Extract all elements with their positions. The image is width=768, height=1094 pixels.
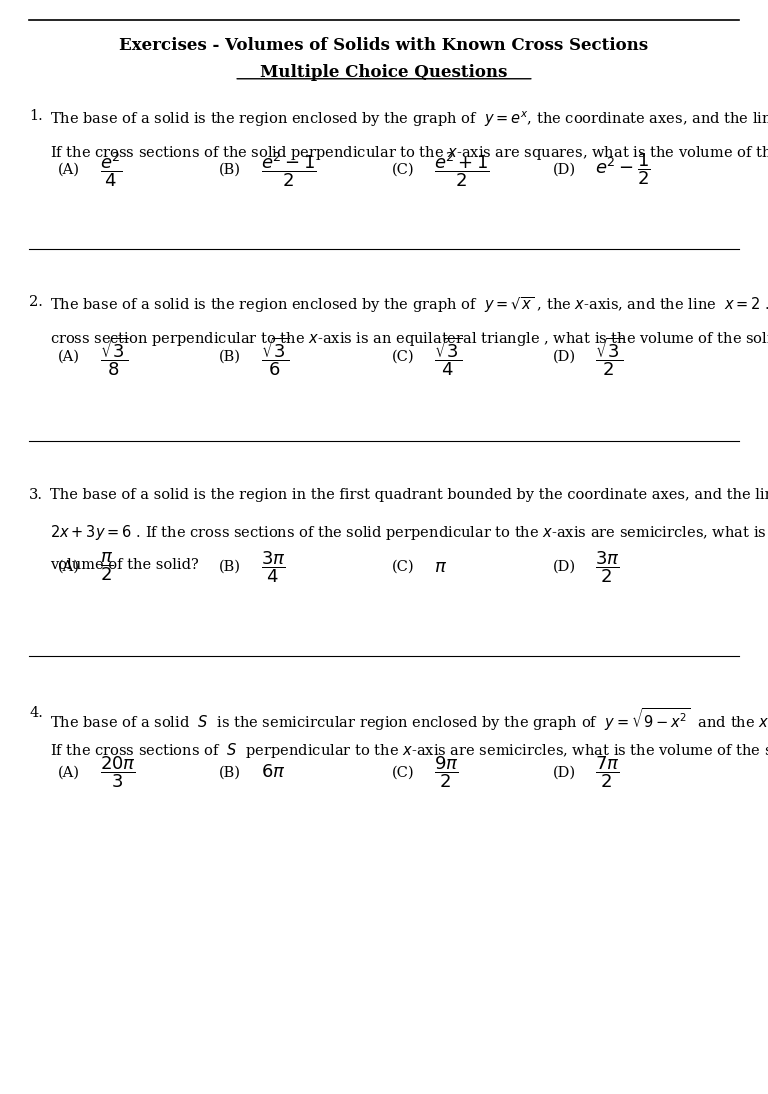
Text: cross section perpendicular to the $x$-axis is an equilateral triangle , what is: cross section perpendicular to the $x$-a…: [50, 330, 768, 348]
Text: (D): (D): [553, 560, 576, 573]
Text: (C): (C): [392, 163, 414, 176]
Text: $\dfrac{\sqrt{3}}{2}$: $\dfrac{\sqrt{3}}{2}$: [595, 335, 624, 379]
Text: $\dfrac{\pi}{2}$: $\dfrac{\pi}{2}$: [100, 550, 114, 583]
Text: The base of a solid is the region enclosed by the graph of  $y=\sqrt{x}$ , the $: The base of a solid is the region enclos…: [50, 295, 768, 315]
Text: $\dfrac{e^{2}-1}{2}$: $\dfrac{e^{2}-1}{2}$: [261, 150, 317, 189]
Text: 3.: 3.: [29, 488, 43, 502]
Text: The base of a solid is the region enclosed by the graph of  $y=e^{x}$, the coord: The base of a solid is the region enclos…: [50, 109, 768, 129]
Text: $\dfrac{\sqrt{3}}{8}$: $\dfrac{\sqrt{3}}{8}$: [100, 335, 128, 379]
Text: If the cross sections of  $S$  perpendicular to the $x$-axis are semicircles, wh: If the cross sections of $S$ perpendicul…: [50, 741, 768, 759]
Text: volume of the solid?: volume of the solid?: [50, 558, 199, 572]
Text: (D): (D): [553, 163, 576, 176]
Text: $\dfrac{20\pi}{3}$: $\dfrac{20\pi}{3}$: [100, 755, 136, 790]
Text: 4.: 4.: [29, 706, 43, 720]
Text: (C): (C): [392, 766, 414, 779]
Text: $\dfrac{\sqrt{3}}{6}$: $\dfrac{\sqrt{3}}{6}$: [261, 335, 290, 379]
Text: $\pi$: $\pi$: [434, 558, 447, 575]
Text: 2.: 2.: [29, 295, 43, 310]
Text: $6\pi$: $6\pi$: [261, 764, 286, 781]
Text: (D): (D): [553, 766, 576, 779]
Text: $e^{2}-\dfrac{1}{2}$: $e^{2}-\dfrac{1}{2}$: [595, 152, 651, 187]
Text: (A): (A): [58, 163, 80, 176]
Text: The base of a solid  $S$  is the semicircular region enclosed by the graph of  $: The base of a solid $S$ is the semicircu…: [50, 706, 768, 733]
Text: (A): (A): [58, 766, 80, 779]
Text: $\dfrac{3\pi}{4}$: $\dfrac{3\pi}{4}$: [261, 549, 286, 584]
Text: Multiple Choice Questions: Multiple Choice Questions: [260, 63, 508, 81]
Text: $\dfrac{e^{2}}{4}$: $\dfrac{e^{2}}{4}$: [100, 150, 122, 189]
Text: (B): (B): [219, 560, 241, 573]
Text: 1.: 1.: [29, 109, 43, 124]
Text: $\dfrac{7\pi}{2}$: $\dfrac{7\pi}{2}$: [595, 755, 620, 790]
Text: (A): (A): [58, 560, 80, 573]
Text: (A): (A): [58, 350, 80, 363]
Text: Exercises - Volumes of Solids with Known Cross Sections: Exercises - Volumes of Solids with Known…: [120, 37, 648, 55]
Text: (D): (D): [553, 350, 576, 363]
Text: $2x+3y=6$ . If the cross sections of the solid perpendicular to the $x$-axis are: $2x+3y=6$ . If the cross sections of the…: [50, 523, 768, 542]
Text: (C): (C): [392, 350, 414, 363]
Text: (B): (B): [219, 350, 241, 363]
Text: $\dfrac{9\pi}{2}$: $\dfrac{9\pi}{2}$: [434, 755, 458, 790]
Text: (B): (B): [219, 163, 241, 176]
Text: If the cross sections of the solid perpendicular to the $x$-axis are squares, wh: If the cross sections of the solid perpe…: [50, 144, 768, 162]
Text: $\dfrac{3\pi}{2}$: $\dfrac{3\pi}{2}$: [595, 549, 620, 584]
Text: (C): (C): [392, 560, 414, 573]
Text: $\dfrac{e^{2}+1}{2}$: $\dfrac{e^{2}+1}{2}$: [434, 150, 490, 189]
Text: $\dfrac{\sqrt{3}}{4}$: $\dfrac{\sqrt{3}}{4}$: [434, 335, 462, 379]
Text: (B): (B): [219, 766, 241, 779]
Text: The base of a solid is the region in the first quadrant bounded by the coordinat: The base of a solid is the region in the…: [50, 488, 768, 502]
